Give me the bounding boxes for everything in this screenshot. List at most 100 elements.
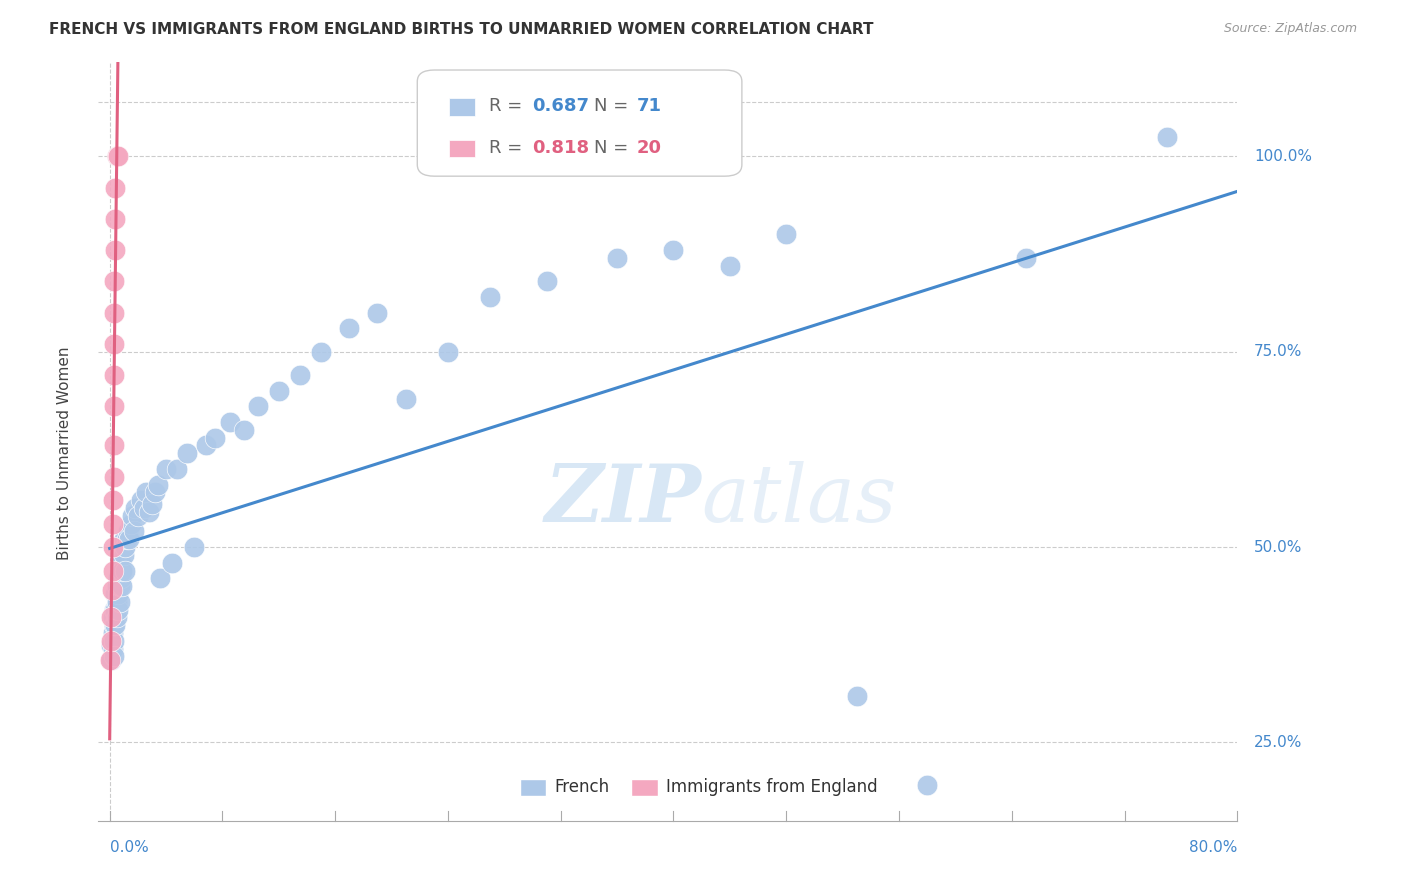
- Point: [105, 610, 128, 624]
- Point: [104, 618, 127, 632]
- Text: French: French: [554, 779, 609, 797]
- Point: [915, 779, 938, 793]
- Point: [112, 533, 135, 547]
- Point: [204, 431, 226, 445]
- Point: [103, 438, 125, 452]
- Point: [132, 500, 155, 515]
- Text: R =: R =: [489, 139, 529, 157]
- Point: [100, 610, 122, 624]
- Text: Source: ZipAtlas.com: Source: ZipAtlas.com: [1223, 22, 1357, 36]
- Text: 0.687: 0.687: [533, 97, 589, 115]
- Point: [111, 579, 134, 593]
- Text: 0.818: 0.818: [533, 139, 589, 157]
- Text: 0.0%: 0.0%: [110, 840, 149, 855]
- Text: N =: N =: [593, 139, 634, 157]
- Point: [104, 243, 127, 257]
- Point: [100, 633, 122, 648]
- Text: 80.0%: 80.0%: [1189, 840, 1237, 855]
- Point: [108, 579, 131, 593]
- Point: [103, 618, 125, 632]
- Point: [104, 602, 127, 616]
- Point: [103, 305, 125, 319]
- Point: [662, 243, 685, 257]
- Point: [101, 564, 124, 578]
- Point: [103, 633, 125, 648]
- FancyBboxPatch shape: [520, 779, 546, 797]
- Point: [176, 446, 198, 460]
- Point: [112, 548, 135, 562]
- Text: 100.0%: 100.0%: [1254, 149, 1312, 164]
- Point: [111, 564, 134, 578]
- Point: [124, 500, 146, 515]
- Point: [117, 524, 139, 539]
- Point: [107, 149, 129, 163]
- Point: [536, 274, 558, 288]
- Point: [103, 649, 125, 664]
- Text: 75.0%: 75.0%: [1254, 344, 1302, 359]
- Point: [114, 540, 136, 554]
- Point: [101, 516, 124, 531]
- Point: [120, 516, 142, 531]
- Point: [101, 582, 124, 597]
- Point: [118, 533, 141, 547]
- Point: [108, 595, 131, 609]
- Point: [101, 540, 124, 554]
- Point: [122, 524, 145, 539]
- Point: [100, 653, 122, 667]
- Point: [107, 587, 129, 601]
- Point: [129, 493, 152, 508]
- Text: FRENCH VS IMMIGRANTS FROM ENGLAND BIRTHS TO UNMARRIED WOMEN CORRELATION CHART: FRENCH VS IMMIGRANTS FROM ENGLAND BIRTHS…: [49, 22, 873, 37]
- Point: [143, 485, 166, 500]
- Point: [337, 321, 360, 335]
- Point: [100, 653, 122, 667]
- Point: [104, 211, 127, 226]
- Point: [232, 423, 254, 437]
- Point: [105, 579, 128, 593]
- Point: [107, 602, 129, 616]
- Text: Immigrants from England: Immigrants from England: [665, 779, 877, 797]
- Point: [104, 587, 127, 601]
- Point: [479, 290, 502, 304]
- FancyBboxPatch shape: [449, 140, 475, 157]
- FancyBboxPatch shape: [449, 98, 475, 116]
- Point: [606, 251, 628, 265]
- Point: [101, 626, 124, 640]
- Point: [138, 505, 160, 519]
- Point: [103, 274, 125, 288]
- Point: [775, 227, 797, 242]
- Text: 50.0%: 50.0%: [1254, 540, 1302, 555]
- Point: [1156, 129, 1178, 144]
- Point: [146, 477, 169, 491]
- Point: [135, 485, 157, 500]
- Point: [155, 462, 177, 476]
- Text: ZIP: ZIP: [544, 461, 702, 539]
- Point: [309, 344, 332, 359]
- Text: 25.0%: 25.0%: [1254, 735, 1302, 750]
- Point: [166, 462, 188, 476]
- Text: R =: R =: [489, 97, 529, 115]
- Point: [103, 493, 125, 508]
- Text: N =: N =: [593, 97, 634, 115]
- Point: [101, 610, 124, 624]
- Point: [103, 336, 125, 351]
- Point: [218, 415, 240, 429]
- Text: Births to Unmarried Women: Births to Unmarried Women: [58, 346, 72, 560]
- Point: [127, 508, 149, 523]
- Point: [104, 180, 127, 194]
- Point: [105, 595, 128, 609]
- Point: [103, 602, 125, 616]
- Point: [110, 556, 132, 570]
- Point: [114, 564, 136, 578]
- Point: [107, 571, 129, 585]
- FancyBboxPatch shape: [418, 70, 742, 177]
- Point: [246, 400, 269, 414]
- Point: [121, 508, 143, 523]
- Point: [267, 384, 290, 398]
- Point: [149, 571, 172, 585]
- Point: [115, 533, 138, 547]
- Point: [100, 638, 122, 652]
- Point: [718, 259, 741, 273]
- Point: [845, 689, 868, 703]
- Text: atlas: atlas: [702, 461, 897, 539]
- Point: [141, 497, 163, 511]
